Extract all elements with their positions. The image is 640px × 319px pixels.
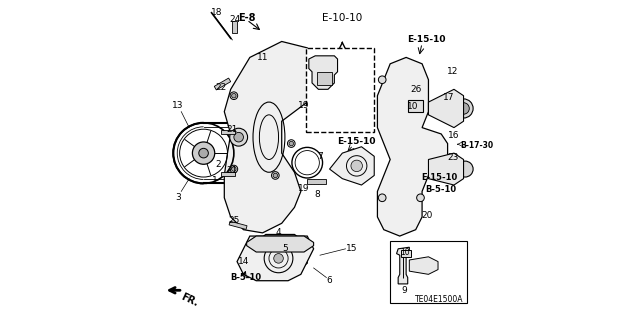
Bar bbox=[221, 130, 236, 134]
Bar bbox=[307, 109, 326, 114]
Text: 6: 6 bbox=[326, 276, 332, 285]
Polygon shape bbox=[397, 247, 410, 284]
Text: 12: 12 bbox=[447, 67, 458, 76]
Polygon shape bbox=[410, 257, 438, 274]
Circle shape bbox=[230, 165, 237, 173]
Text: E-15-10: E-15-10 bbox=[408, 35, 446, 44]
Text: 17: 17 bbox=[444, 93, 455, 102]
Text: 10: 10 bbox=[407, 102, 419, 111]
Circle shape bbox=[432, 259, 446, 273]
Circle shape bbox=[271, 172, 279, 179]
Text: 21: 21 bbox=[227, 166, 238, 175]
Text: 25: 25 bbox=[228, 216, 239, 225]
Polygon shape bbox=[309, 56, 337, 89]
Text: 26: 26 bbox=[410, 85, 421, 94]
Circle shape bbox=[232, 167, 236, 171]
Circle shape bbox=[230, 128, 248, 146]
Bar bbox=[229, 221, 247, 229]
Bar bbox=[214, 78, 230, 90]
Circle shape bbox=[378, 194, 386, 202]
Circle shape bbox=[193, 142, 215, 164]
Text: 13: 13 bbox=[172, 101, 184, 110]
Text: E-15-10: E-15-10 bbox=[337, 137, 376, 146]
Text: 10: 10 bbox=[400, 248, 410, 256]
Text: 4: 4 bbox=[276, 228, 282, 237]
Circle shape bbox=[273, 173, 278, 178]
Bar bbox=[307, 179, 326, 184]
Polygon shape bbox=[237, 236, 314, 281]
Text: 19: 19 bbox=[298, 101, 310, 110]
Bar bbox=[390, 241, 467, 303]
Text: E-15-10: E-15-10 bbox=[422, 173, 458, 182]
Text: 1: 1 bbox=[212, 176, 218, 185]
Circle shape bbox=[274, 254, 284, 263]
Polygon shape bbox=[224, 41, 320, 233]
Text: 11: 11 bbox=[257, 53, 268, 62]
Circle shape bbox=[454, 99, 473, 118]
Text: 14: 14 bbox=[237, 257, 249, 266]
Text: B-5-10: B-5-10 bbox=[425, 185, 456, 194]
Circle shape bbox=[234, 132, 243, 142]
Text: E-8: E-8 bbox=[238, 12, 255, 23]
Circle shape bbox=[458, 103, 469, 114]
Polygon shape bbox=[253, 234, 307, 273]
Bar bbox=[317, 72, 332, 85]
Text: 18: 18 bbox=[211, 8, 222, 17]
Circle shape bbox=[289, 141, 294, 146]
Circle shape bbox=[273, 247, 287, 261]
Circle shape bbox=[199, 148, 209, 158]
Circle shape bbox=[230, 92, 237, 100]
Polygon shape bbox=[246, 236, 314, 252]
Text: 5: 5 bbox=[282, 244, 288, 253]
Text: 19: 19 bbox=[298, 184, 310, 193]
Bar bbox=[408, 100, 423, 112]
Text: 20: 20 bbox=[421, 211, 433, 220]
Text: 9: 9 bbox=[402, 286, 408, 295]
Text: 3: 3 bbox=[175, 193, 181, 202]
Text: 15: 15 bbox=[346, 244, 358, 253]
Polygon shape bbox=[378, 57, 447, 236]
Text: 16: 16 bbox=[447, 131, 459, 140]
Text: 8: 8 bbox=[314, 190, 320, 199]
Text: FR.: FR. bbox=[180, 292, 200, 308]
Polygon shape bbox=[330, 147, 374, 185]
Text: B-17-30: B-17-30 bbox=[460, 141, 493, 150]
Text: 2: 2 bbox=[215, 160, 221, 169]
Text: 22: 22 bbox=[216, 83, 227, 92]
Bar bbox=[401, 250, 411, 257]
Text: 23: 23 bbox=[447, 153, 459, 162]
Text: 21: 21 bbox=[227, 125, 238, 134]
FancyBboxPatch shape bbox=[306, 48, 374, 132]
Circle shape bbox=[287, 140, 295, 147]
Circle shape bbox=[378, 76, 386, 84]
Circle shape bbox=[417, 194, 424, 202]
Polygon shape bbox=[428, 153, 463, 185]
Polygon shape bbox=[428, 89, 463, 128]
Bar bbox=[221, 172, 236, 176]
Circle shape bbox=[457, 161, 473, 177]
Circle shape bbox=[232, 93, 236, 98]
Text: TE04E1500A: TE04E1500A bbox=[415, 295, 464, 304]
Circle shape bbox=[351, 160, 362, 172]
Bar bbox=[232, 21, 237, 33]
Text: 7: 7 bbox=[317, 152, 323, 161]
Text: B-5-10: B-5-10 bbox=[230, 273, 262, 282]
Text: 24: 24 bbox=[230, 15, 241, 24]
Text: E-10-10: E-10-10 bbox=[322, 12, 362, 23]
